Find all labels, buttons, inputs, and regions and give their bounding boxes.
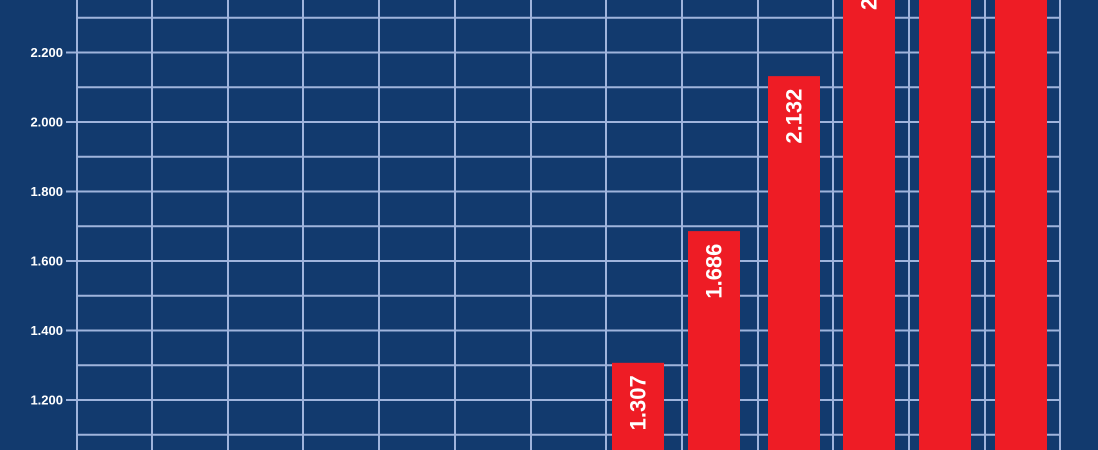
bar-data-label: 2 — [857, 0, 882, 10]
bar-labels: 1.307 1.686 2.132 2 — [626, 0, 882, 430]
bar — [995, 0, 1047, 450]
bar — [688, 231, 740, 450]
bar-data-label: 1.686 — [702, 244, 727, 299]
grid — [76, 0, 1061, 450]
bars — [612, 0, 1047, 450]
y-tick-label: 1.800 — [30, 184, 63, 199]
y-tick-label: 2.200 — [30, 45, 63, 60]
bar — [768, 76, 820, 450]
y-tick-label: 1.600 — [30, 254, 63, 269]
y-tick-label: 1.400 — [30, 323, 63, 338]
bar — [612, 362, 664, 450]
y-tick-label: 2.000 — [30, 115, 63, 130]
y-tick-label: 1.200 — [30, 393, 63, 408]
bar — [919, 0, 971, 450]
y-axis-ticks: 1.200 1.400 1.600 1.800 2.000 2.200 — [30, 45, 77, 408]
bar-data-label: 1.307 — [626, 375, 651, 430]
bar-data-label: 2.132 — [782, 89, 807, 144]
bar — [843, 0, 895, 450]
